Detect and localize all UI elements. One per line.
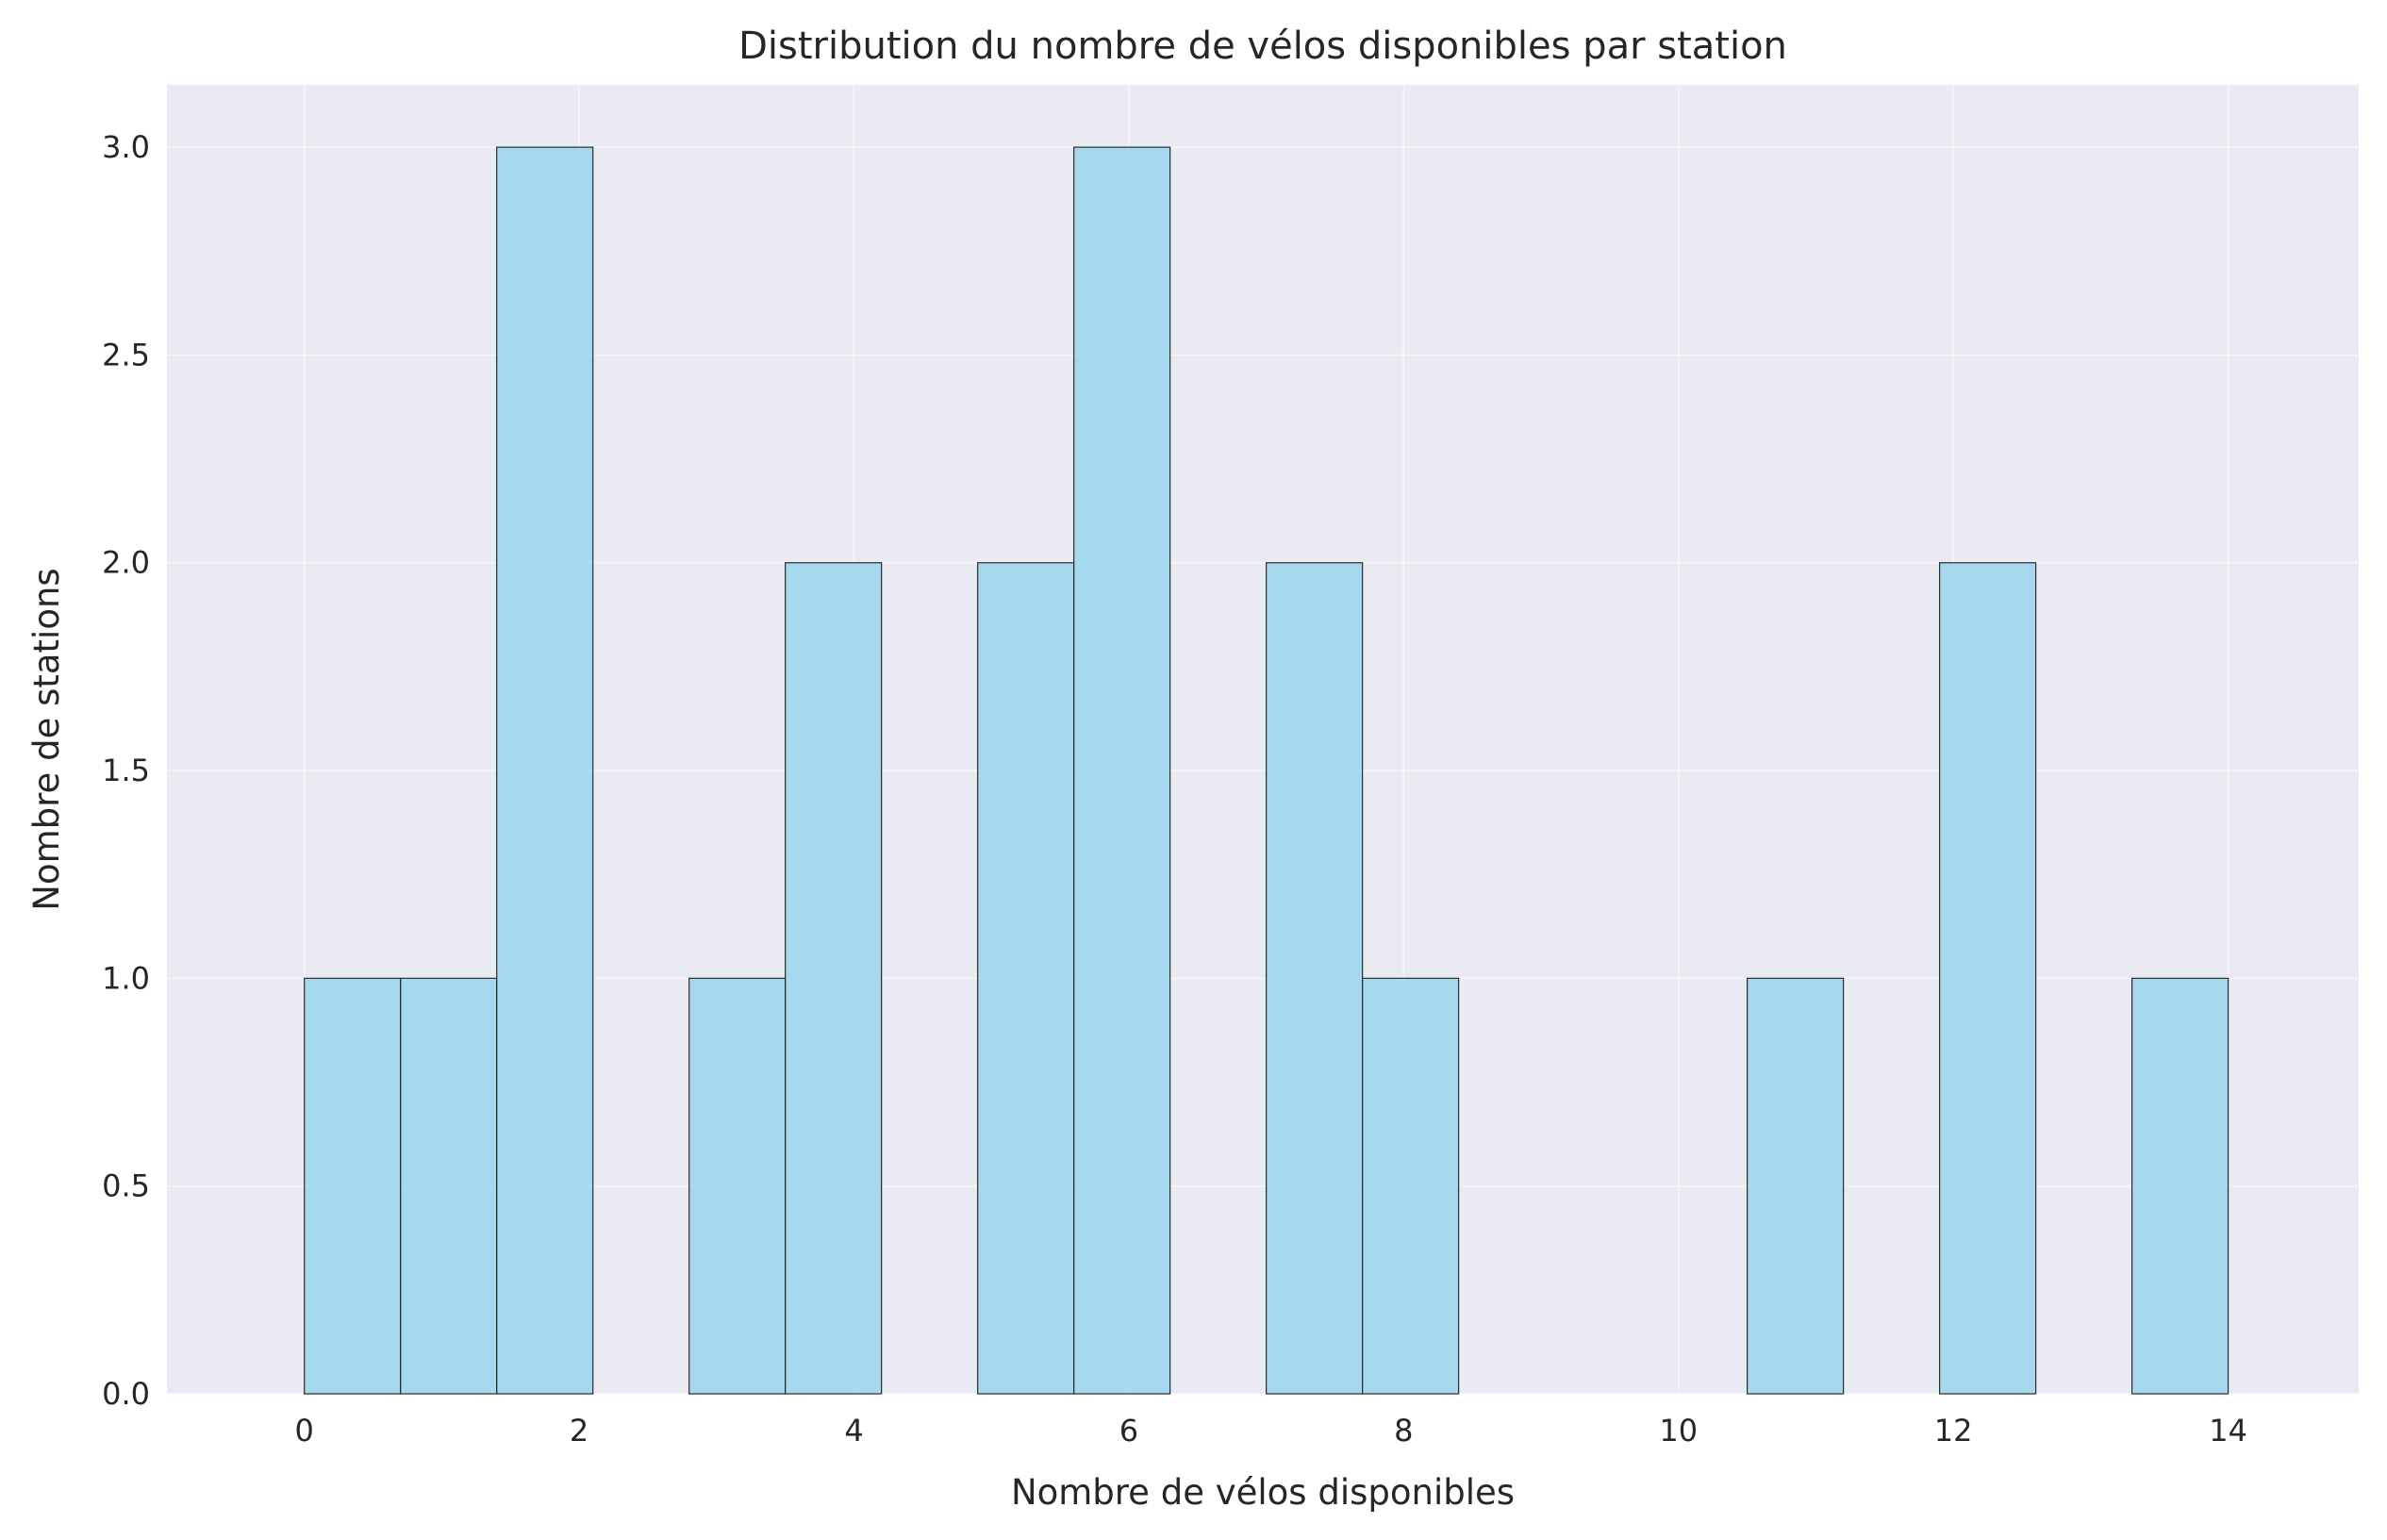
x-tick-label: 2 bbox=[570, 1413, 588, 1449]
x-tick-label: 10 bbox=[1659, 1413, 1698, 1449]
histogram-bar bbox=[400, 977, 498, 1395]
histogram-bar bbox=[1938, 562, 2037, 1395]
histogram-bar bbox=[785, 562, 883, 1395]
x-tick-label: 0 bbox=[295, 1413, 314, 1449]
x-axis-label: Nombre de vélos disponibles bbox=[1011, 1472, 1515, 1513]
histogram-bar bbox=[977, 562, 1075, 1395]
y-tick-label: 1.5 bbox=[102, 753, 150, 788]
x-tick-label: 8 bbox=[1394, 1413, 1413, 1449]
y-tick-label: 0.0 bbox=[102, 1376, 150, 1412]
y-axis-label: Nombre de stations bbox=[26, 568, 67, 910]
x-tick-label: 4 bbox=[844, 1413, 863, 1449]
y-tick-labels: 0.0 0.5 1.0 1.5 2.0 2.5 3.0 bbox=[102, 129, 150, 1412]
y-tick-label: 1.0 bbox=[102, 960, 150, 996]
histogram-bar bbox=[688, 977, 787, 1395]
histogram-bar bbox=[1747, 977, 1845, 1395]
histogram-bar bbox=[304, 977, 402, 1395]
y-tick-label: 2.0 bbox=[102, 545, 150, 581]
x-tick-labels: 0 2 4 6 8 10 12 14 bbox=[295, 1413, 2247, 1449]
x-tick-label: 12 bbox=[1934, 1413, 1973, 1449]
histogram-bar bbox=[496, 146, 594, 1395]
x-tick-label: 6 bbox=[1119, 1413, 1138, 1449]
histogram-bar bbox=[1266, 562, 1364, 1395]
x-tick-label: 14 bbox=[2209, 1413, 2247, 1449]
chart-title: Distribution du nombre de vélos disponib… bbox=[738, 25, 1787, 68]
histogram-bar bbox=[1362, 977, 1460, 1395]
y-tick-label: 3.0 bbox=[102, 129, 150, 165]
histogram-bar bbox=[1073, 146, 1171, 1395]
y-tick-label: 0.5 bbox=[102, 1168, 150, 1204]
bars-group bbox=[304, 146, 2230, 1395]
y-tick-label: 2.5 bbox=[102, 337, 150, 373]
histogram-bar bbox=[2130, 977, 2230, 1395]
